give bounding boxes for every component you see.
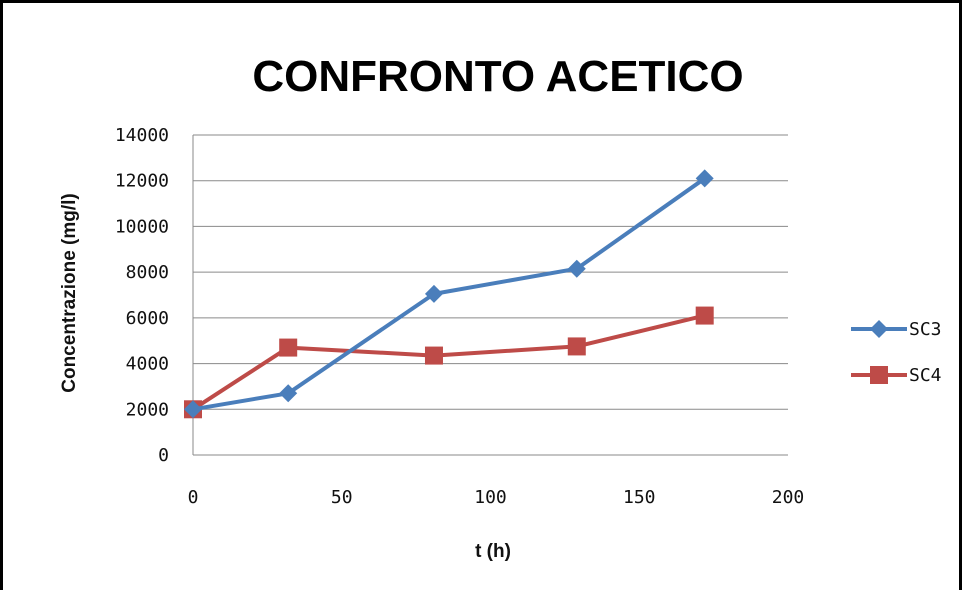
legend-label: SC3 bbox=[909, 319, 942, 340]
legend-marker bbox=[870, 366, 888, 384]
y-tick-label: 6000 bbox=[126, 308, 169, 329]
data-point-sc4 bbox=[279, 338, 298, 357]
data-point-sc3 bbox=[567, 259, 586, 278]
line-chart: CONFRONTO ACETICO 0200040006000800010000… bbox=[59, 52, 942, 562]
grid-lines bbox=[193, 134, 788, 410]
x-tick-label: 150 bbox=[623, 487, 656, 508]
data-point-sc3 bbox=[695, 169, 714, 188]
x-axis-label: t (h) bbox=[475, 541, 511, 562]
legend-marker bbox=[870, 320, 888, 338]
data-point-sc4 bbox=[695, 306, 714, 325]
y-tick-label: 8000 bbox=[126, 262, 169, 283]
data-point-sc4 bbox=[567, 337, 586, 356]
x-tick-labels: 0 50 100 150 200 bbox=[188, 487, 805, 508]
y-tick-label: 4000 bbox=[126, 354, 169, 375]
legend-item-sc3: SC3 bbox=[851, 319, 942, 340]
data-point-sc3 bbox=[424, 284, 443, 303]
data-point-sc4 bbox=[424, 346, 443, 365]
y-tick-label: 0 bbox=[158, 445, 169, 466]
legend: SC3 SC4 bbox=[851, 319, 942, 386]
legend-item-sc4: SC4 bbox=[851, 365, 942, 386]
series-sc3 bbox=[184, 169, 714, 419]
y-tick-label: 12000 bbox=[115, 171, 169, 192]
legend-label: SC4 bbox=[909, 365, 942, 386]
series-group bbox=[184, 169, 714, 419]
data-point-sc3 bbox=[279, 384, 298, 403]
series-sc4 bbox=[184, 306, 714, 419]
data-point-sc3 bbox=[184, 400, 202, 419]
x-tick-label: 50 bbox=[331, 487, 353, 508]
x-tick-label: 100 bbox=[474, 487, 507, 508]
chart-title: CONFRONTO ACETICO bbox=[252, 52, 743, 101]
y-tick-labels: 0 2000 4000 6000 8000 10000 12000 14000 bbox=[115, 125, 169, 466]
y-tick-label: 2000 bbox=[126, 399, 169, 420]
series-line-sc3 bbox=[192, 176, 706, 412]
y-axis-label: Concentrazione (mg/l) bbox=[59, 193, 80, 393]
y-tick-label: 14000 bbox=[115, 125, 169, 146]
x-tick-label: 200 bbox=[772, 487, 805, 508]
y-tick-label: 10000 bbox=[115, 216, 169, 237]
x-tick-label: 0 bbox=[188, 487, 199, 508]
